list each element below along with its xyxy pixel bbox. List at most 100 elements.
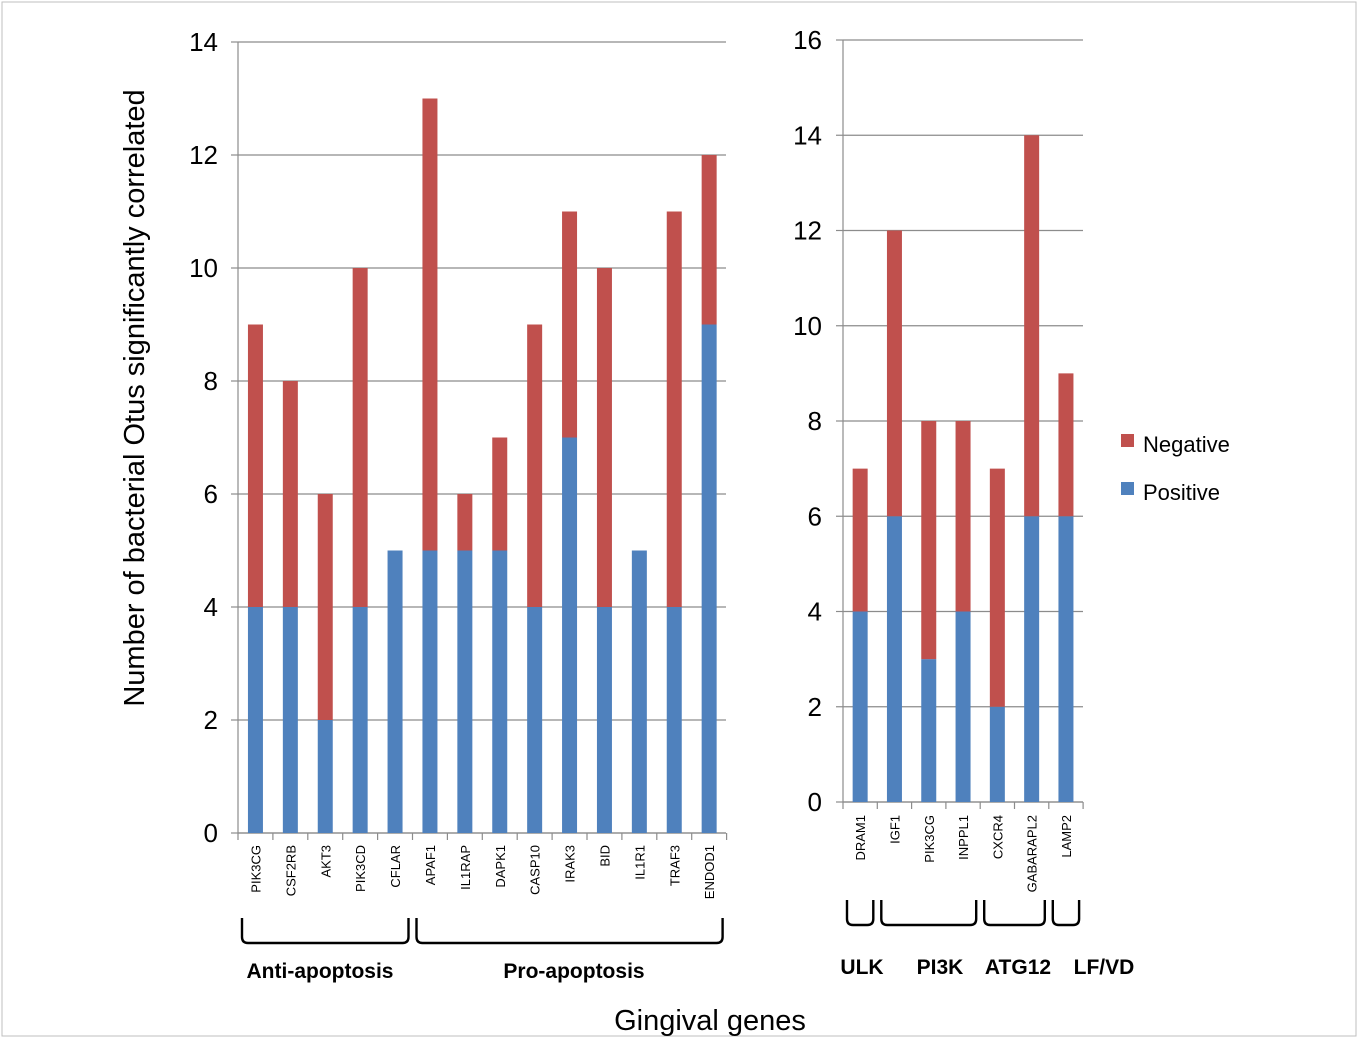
x-tick-label: CSF2RB [283,845,298,896]
bar-positive-bid [596,607,612,833]
group-label: Pro-apoptosis [503,960,644,983]
y-tick-label: 2 [808,692,822,722]
bar-negative-apaf1 [422,98,438,551]
group-bracket [845,900,875,927]
y-tick-label: 6 [204,479,218,509]
x-tick-label: DAPK1 [493,845,508,888]
bar-negative-il1rap [457,494,473,551]
group-label: ULK [840,956,883,979]
x-tick-label: CASP10 [528,845,543,895]
y-tick-label: 8 [808,406,822,436]
x-tick-label: APAF1 [423,845,438,885]
x-tick-label: INPPL1 [956,815,971,860]
bar-positive-casp10 [527,607,543,833]
bar-negative-lamp2 [1058,373,1074,517]
x-tick-label: PIK3CD [353,845,368,892]
bar-negative-dram1 [852,468,868,612]
x-tick-label: ENDOD1 [702,845,717,899]
bar-negative-traf3 [666,211,682,607]
bar-positive-pik3cd [352,607,368,833]
legend-swatch-negative [1121,434,1134,447]
bar-positive-lamp2 [1058,516,1074,802]
x-tick-label: AKT3 [318,845,333,878]
y-tick-label: 6 [808,501,822,531]
bar-negative-gabarapl2 [1024,135,1040,517]
x-tick-label: IGF1 [887,815,902,844]
bar-negative-casp10 [527,324,543,607]
bar-negative-inppl1 [955,421,971,612]
bar-negative-cxcr4 [989,468,1005,707]
bar-negative-pik3cg [247,324,263,607]
x-tick-label: PIK3CG [248,845,263,893]
bar-positive-csf2rb [282,607,298,833]
x-tick-label: DRAM1 [853,815,868,861]
bar-positive-inppl1 [955,611,971,802]
bar-negative-endod1 [701,155,717,325]
bar-positive-dapk1 [492,550,508,833]
bar-negative-irak3 [562,211,578,438]
y-tick-label: 0 [808,787,822,817]
group-bracket [983,900,1046,927]
y-tick-label: 12 [793,216,822,246]
group-bracket [415,918,724,945]
y-tick-label: 2 [204,705,218,735]
bar-positive-igf1 [886,516,902,802]
x-tick-label: LAMP2 [1059,815,1074,858]
y-tick-label: 4 [808,597,822,627]
y-tick-label: 14 [189,27,218,57]
bar-positive-cflar [387,550,403,833]
bar-positive-il1r1 [631,550,647,833]
bar-positive-il1rap [457,550,473,833]
bar-negative-pik3cd [352,268,368,607]
y-tick-label: 0 [204,818,218,848]
group-bracket [240,918,410,945]
group-label: Anti-apoptosis [247,960,394,983]
y-tick-label: 10 [793,311,822,341]
y-tick-label: 4 [204,592,218,622]
legend-label-negative: Negative [1143,432,1230,457]
bar-positive-irak3 [562,437,578,833]
bar-negative-dapk1 [492,437,508,551]
x-tick-label: PIK3CG [922,815,937,863]
left-chart: 0 2 4 6 8 10 12 14 PIK3CG CSF2RB AKT3 PIK3CD CFLAR AP… [189,27,728,983]
y-axis-title: Number of bacterial Otus significantly c… [119,89,151,706]
y-tick-label: 8 [204,366,218,396]
bar-positive-pik3cg [921,659,937,802]
y-tick-label: 16 [793,25,822,55]
bar-positive-dram1 [852,611,868,802]
bar-positive-endod1 [701,324,717,833]
bar-positive-akt3 [317,720,333,833]
legend-swatch-positive [1121,482,1134,495]
y-tick-label: 14 [793,120,822,150]
y-tick-label: 10 [189,253,218,283]
x-axis-title: Gingival genes [614,1005,806,1037]
group-label: LF/VD [1074,956,1135,979]
legend-label-positive: Positive [1143,480,1220,505]
group-label: ATG12 [985,956,1051,979]
x-tick-label: CXCR4 [990,815,1005,859]
bar-negative-pik3cg [921,421,937,660]
bar-positive-pik3cg [247,607,263,833]
bar-negative-igf1 [886,230,902,517]
x-tick-label: IL1R1 [632,845,647,880]
x-tick-label: GABARAPL2 [1025,815,1040,892]
x-tick-label: BID [597,845,612,867]
bar-positive-traf3 [666,607,682,833]
bar-positive-cxcr4 [989,706,1005,802]
bar-negative-bid [596,268,612,607]
x-tick-label: TRAF3 [667,845,682,886]
bar-positive-apaf1 [422,550,438,833]
right-chart: 0 2 4 6 8 10 12 14 16 DRAM1 IGF1 PIK3CG INPPL1 CXCR4 G… [793,25,1134,979]
group-bracket [880,900,978,927]
legend: Negative Positive [1121,432,1230,505]
group-bracket [1051,900,1081,927]
bar-negative-csf2rb [282,381,298,607]
y-tick-label: 12 [189,140,218,170]
x-tick-label: CFLAR [388,845,403,888]
group-label: PI3K [917,956,964,979]
x-tick-label: IL1RAP [458,845,473,890]
x-tick-label: IRAK3 [563,845,578,883]
bar-positive-gabarapl2 [1024,516,1040,802]
